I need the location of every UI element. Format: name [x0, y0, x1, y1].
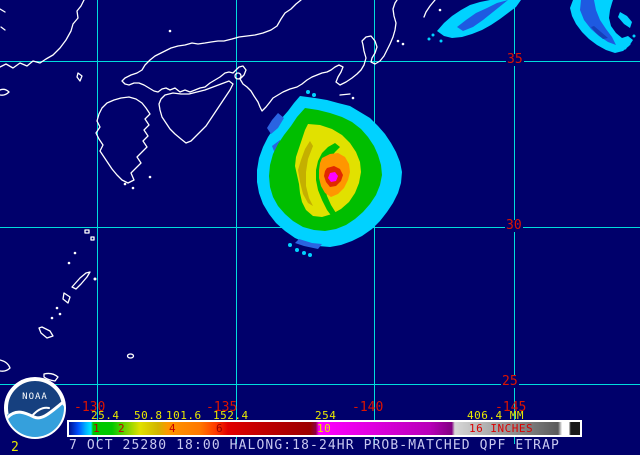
lat-label-25: 25	[501, 374, 519, 389]
seagull-icon	[6, 401, 64, 420]
mm-label-152.4: 152.4	[213, 409, 249, 422]
coast-shikoku	[158, 80, 234, 144]
inch-label-16-inches: 16 INCHES	[469, 422, 534, 435]
lon-label-130: -130	[74, 400, 106, 415]
coast-korea	[0, 0, 85, 69]
island-tsushima	[76, 72, 83, 82]
inch-label-1: 1	[93, 422, 101, 435]
inch-label-10: 10	[317, 422, 332, 435]
lat-label-30: 30	[505, 218, 523, 233]
lon-label-145: -145	[495, 400, 527, 415]
product-caption: 7 OCT 25280 18:00 HALONG:18-24HR PROB-MA…	[69, 438, 560, 453]
coast-honshu	[121, 0, 398, 112]
island-jeju	[0, 88, 10, 96]
northeast-precip-streaks	[427, 0, 636, 53]
coastlines	[0, 0, 442, 382]
precip-color-scale: 1 2 4 6 10 16 INCHES	[67, 420, 582, 437]
mm-label-101.6: 101.6	[166, 409, 202, 422]
lon-label-140: -140	[352, 400, 384, 415]
mm-label-25.4: 25.4	[91, 409, 120, 422]
typhoon-precip-blob	[257, 90, 402, 257]
lon-label-135: -135	[206, 400, 238, 415]
mm-label-254: 254	[315, 409, 337, 422]
inch-label-6: 6	[216, 422, 224, 435]
precip-specks	[288, 90, 316, 257]
ryukyu-islands	[0, 229, 135, 382]
mm-label-50.8: 50.8	[134, 409, 163, 422]
coast-kyushu	[95, 96, 151, 184]
inch-label-4: 4	[169, 422, 177, 435]
noaa-logo-text: NOAA	[22, 392, 48, 402]
inch-label-2: 2	[118, 422, 126, 435]
mm-label-406.4: 406.4 MM	[467, 409, 524, 422]
lat-label-35: 35	[506, 52, 524, 67]
noaa-logo: NOAA	[4, 377, 66, 439]
corner-label: 2	[11, 440, 19, 455]
